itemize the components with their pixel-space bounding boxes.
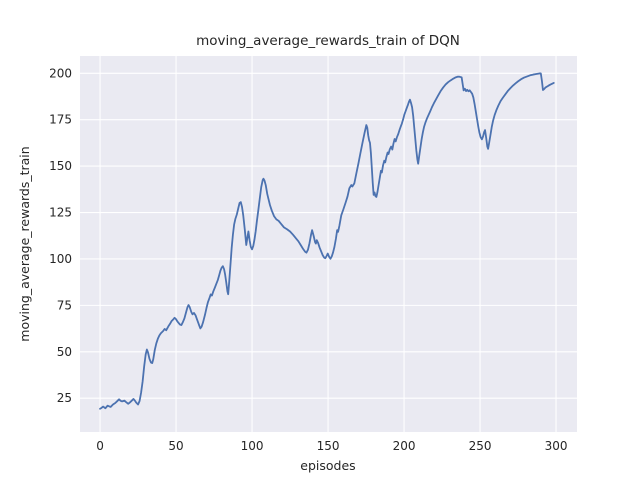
y-tick-label: 125: [49, 206, 72, 220]
series-line: [99, 72, 555, 410]
x-axis-label: episodes: [300, 458, 355, 473]
y-tick-label: 175: [49, 113, 72, 127]
y-tick-label: 100: [49, 252, 72, 266]
chart-title: moving_average_rewards_train of DQN: [196, 33, 460, 49]
reward-line: [99, 72, 555, 410]
x-tick-label: 250: [469, 439, 492, 453]
x-tick-label: 150: [317, 439, 340, 453]
y-tick-label: 25: [57, 391, 72, 405]
x-tick-label: 200: [393, 439, 416, 453]
y-axis-label: moving_average_rewards_train: [17, 146, 32, 341]
x-tick-label: 300: [545, 439, 568, 453]
x-tick-label: 50: [168, 439, 183, 453]
y-tick-labels: 25 50 75 100 125 150 175 200: [49, 66, 72, 405]
y-tick-label: 200: [49, 66, 72, 80]
x-tick-label: 0: [96, 439, 104, 453]
x-tick-label: 100: [241, 439, 264, 453]
x-tick-labels: 0 50 100 150 200 250 300: [96, 439, 567, 453]
gridlines: [80, 56, 577, 432]
y-tick-label: 150: [49, 159, 72, 173]
y-tick-label: 75: [57, 298, 72, 312]
y-tick-label: 50: [57, 345, 72, 359]
